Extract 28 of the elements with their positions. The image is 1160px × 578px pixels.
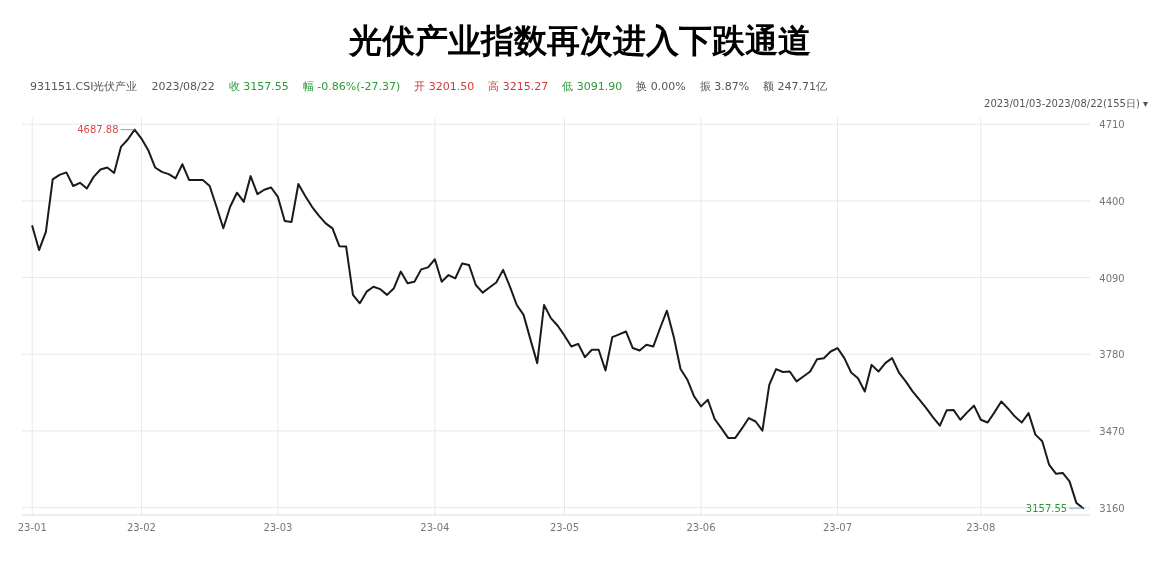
annotation: 4687.88 <box>77 124 119 136</box>
x-tick-label: 23-06 <box>686 522 716 533</box>
x-tick-label: 23-03 <box>263 522 293 533</box>
text: 931151.CSI光伏产业 <box>30 80 138 93</box>
x-tick-label: 23-04 <box>420 522 450 533</box>
text: 2023/08/22 <box>151 80 215 93</box>
x-tick-label: 23-07 <box>822 522 853 533</box>
y-tick-label: 4090 <box>1099 272 1125 284</box>
text: 收 3157.55 <box>228 80 289 93</box>
text: 振 3.87% <box>699 80 750 93</box>
x-tick-label: 23-01 <box>17 522 47 533</box>
text: 2023/01/03-2023/08/22(155日) ▾ <box>984 98 1148 109</box>
text: 额 247.71亿 <box>763 80 828 93</box>
text: 低 3091.90 <box>562 80 623 93</box>
y-tick-label: 3780 <box>1099 349 1125 361</box>
text: 换 0.00% <box>636 80 686 93</box>
x-tick-label: 23-05 <box>550 522 580 533</box>
x-tick-label: 23-02 <box>126 522 156 533</box>
annotation: 3157.55 <box>1025 502 1068 514</box>
y-tick-label: 3470 <box>1099 425 1125 437</box>
x-tick-label: 23-08 <box>966 522 996 533</box>
text: 高 3215.27 <box>488 80 549 93</box>
text: 幅 -0.86%(-27.37) <box>302 80 401 93</box>
y-tick-label: 4400 <box>1099 195 1125 207</box>
y-tick-label: 4710 <box>1099 119 1125 131</box>
text: 开 3201.50 <box>414 80 475 93</box>
chart-title: 光伏产业指数再次进入下跌通道 <box>347 21 811 60</box>
y-tick-label: 3160 <box>1099 502 1125 514</box>
